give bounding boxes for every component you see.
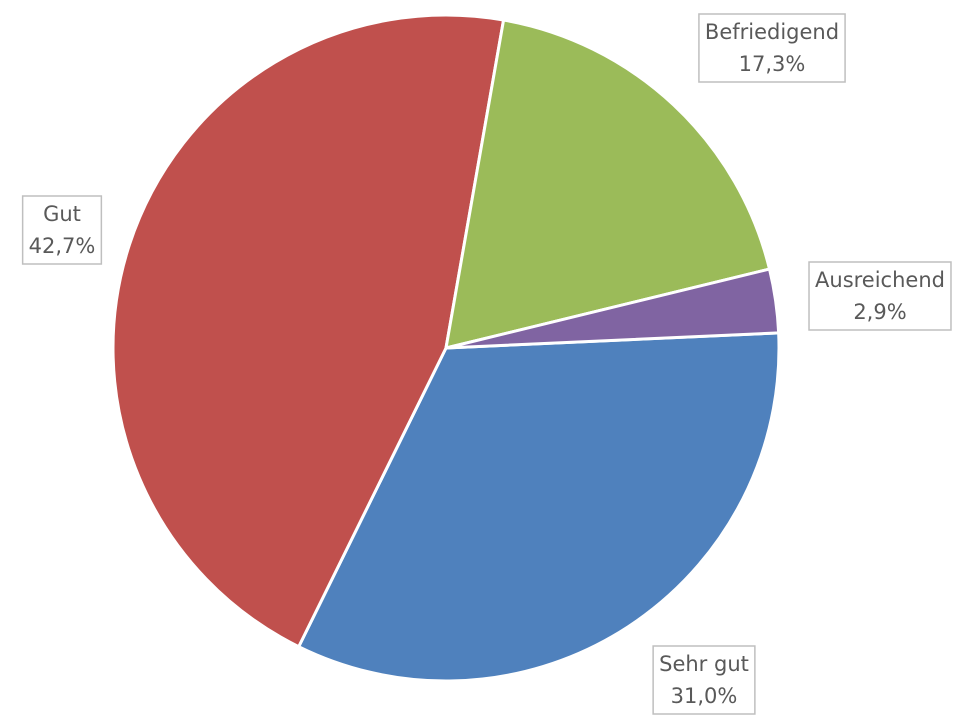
label-category: Sehr gut: [659, 652, 749, 676]
label-box: [652, 645, 756, 715]
label-category: Ausreichend: [815, 268, 945, 292]
label-value: 31,0%: [671, 684, 738, 708]
pie-slice: [445, 267, 781, 350]
label-box: [698, 13, 846, 83]
data-label: Sehr gut 31,0%: [652, 645, 756, 715]
label-value: 42,7%: [29, 234, 96, 258]
data-label: Befriedigend 17,3%: [698, 13, 846, 83]
label-category: Befriedigend: [705, 20, 839, 44]
pie-slice: [296, 331, 781, 683]
data-label: Gut 42,7%: [21, 195, 103, 265]
label-value: 2,9%: [853, 300, 906, 324]
data-label: Ausreichend 2,9%: [808, 261, 952, 331]
pie-slice: [111, 13, 506, 649]
label-box: [21, 195, 103, 265]
label-value: 17,3%: [739, 52, 806, 76]
label-category: Gut: [43, 202, 81, 226]
pie-slice: [444, 18, 772, 351]
label-box: [808, 261, 952, 331]
